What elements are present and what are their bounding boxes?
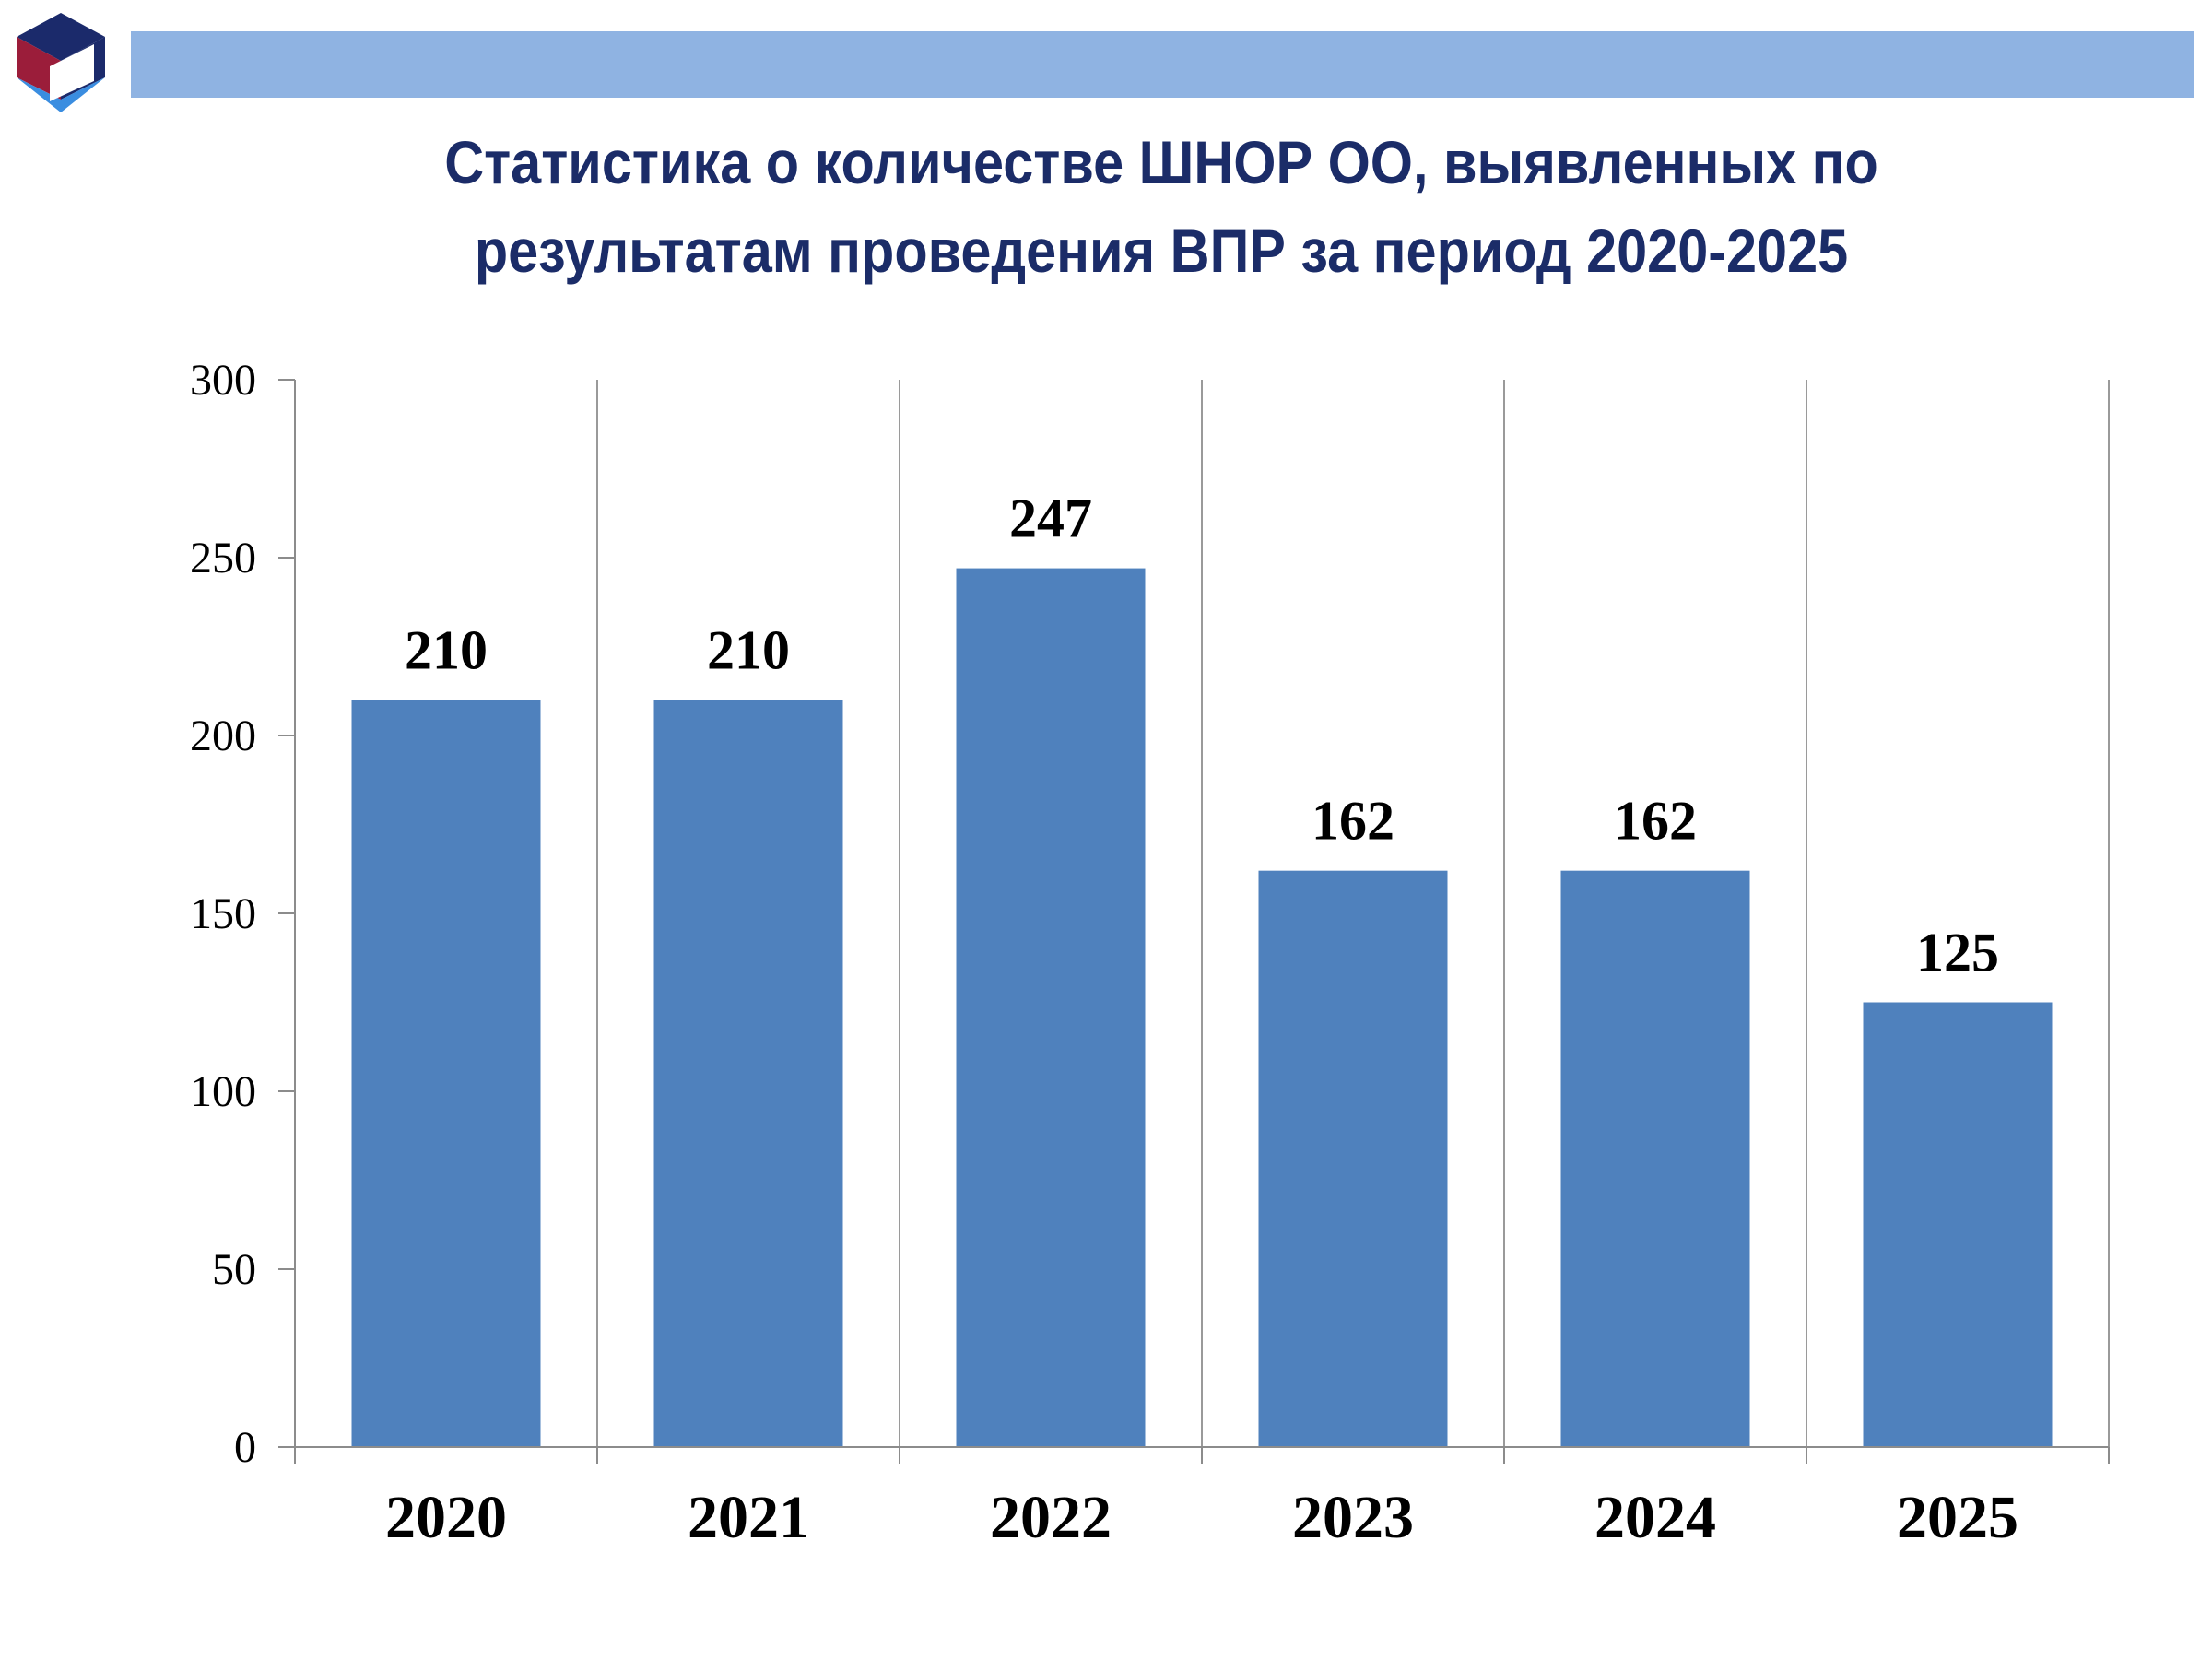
chart-title: Статистика о количестве ШНОР ОО, выявлен…	[444, 128, 1878, 285]
bar-2021	[653, 700, 843, 1447]
x-category-label: 2024	[1594, 1484, 1716, 1551]
data-label-2020: 210	[405, 619, 488, 680]
header-bar	[131, 31, 2194, 98]
data-label-2022: 247	[1009, 488, 1092, 549]
y-tick-label: 250	[190, 534, 256, 582]
x-category-label: 2025	[1897, 1484, 2018, 1551]
grid-lines	[596, 380, 2110, 1447]
data-label-2025: 125	[1916, 923, 1999, 983]
y-tick-label: 150	[190, 889, 256, 938]
y-tick-label: 200	[190, 712, 256, 760]
data-label-2021: 210	[707, 619, 790, 680]
logo-bottom-face	[17, 77, 105, 112]
y-tick-label: 50	[212, 1245, 256, 1294]
x-category-label: 2021	[688, 1484, 809, 1551]
bars	[351, 568, 2053, 1447]
bar-2020	[351, 700, 541, 1447]
bar-2025	[1863, 1002, 2053, 1447]
cube-logo-icon	[17, 13, 105, 112]
x-category-label: 2023	[1292, 1484, 1414, 1551]
x-category-label: 2022	[990, 1484, 1112, 1551]
axes	[278, 379, 2110, 1464]
bar-2022	[956, 568, 1146, 1447]
y-tick-label: 100	[190, 1067, 256, 1116]
x-category-label: 2020	[385, 1484, 507, 1551]
y-tick-label: 0	[234, 1423, 256, 1472]
bar-2023	[1258, 870, 1448, 1447]
bar-2024	[1560, 870, 1750, 1447]
logo-inner-face	[50, 44, 94, 101]
data-label-2023: 162	[1312, 791, 1394, 852]
y-tick-label: 300	[190, 356, 256, 405]
data-label-2024: 162	[1614, 791, 1697, 852]
labels: 0 50 100 150 200 250 300 210 2020 210 2021 247 2022 1…	[190, 356, 2018, 1551]
